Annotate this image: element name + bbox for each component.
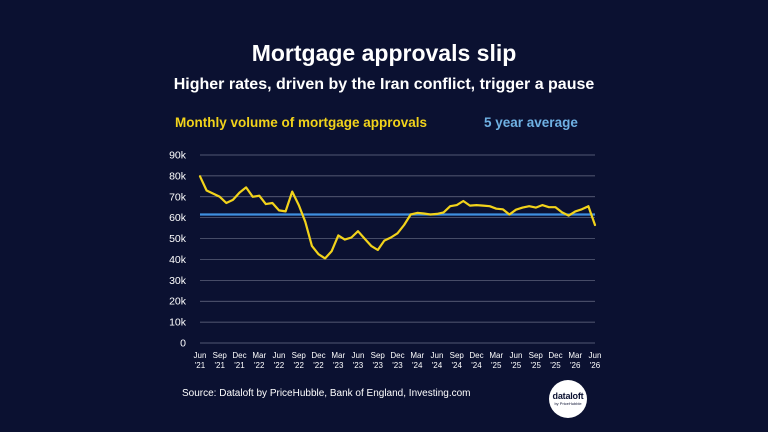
legend-five-year-average: 5 year average [484, 115, 578, 130]
x-tick-month: Dec [311, 351, 325, 360]
x-tick-month: Dec [390, 351, 404, 360]
x-tick-year: '21 [195, 361, 206, 370]
x-tick-year: '22 [254, 361, 265, 370]
x-tick-month: Sep [450, 351, 465, 360]
x-tick-month: Dec [548, 351, 562, 360]
x-tick-month: Jun [352, 351, 365, 360]
source-note: Source: Dataloft by PriceHubble, Bank of… [182, 388, 471, 399]
x-tick-month: Sep [529, 351, 544, 360]
y-axis-labels: 0 10k 20k 30k 40k 50k 60k 70k 80k 90k [169, 150, 187, 350]
y-tick-label: 10k [169, 317, 187, 329]
y-tick-label: 20k [169, 296, 187, 308]
chart-title: Mortgage approvals slip [251, 40, 517, 66]
chart-subtitle: Higher rates, driven by the Iran conflic… [173, 76, 595, 93]
x-tick-year: '22 [313, 361, 324, 370]
y-tick-label: 80k [169, 170, 187, 182]
x-tick-year: '25 [531, 361, 542, 370]
x-tick-year: '23 [392, 361, 403, 370]
y-tick-label: 70k [169, 191, 187, 203]
x-tick-year: '24 [471, 361, 482, 370]
x-tick-month: Mar [489, 351, 503, 360]
x-tick-month: Jun [510, 351, 523, 360]
x-tick-year: '21 [215, 361, 226, 370]
x-tick-month: Jun [589, 351, 602, 360]
dataloft-logo: dataloft by PriceHubble [549, 380, 587, 418]
x-tick-month: Sep [213, 351, 228, 360]
x-tick-year: '26 [570, 361, 581, 370]
x-tick-year: '22 [294, 361, 305, 370]
y-tick-label: 40k [169, 254, 187, 266]
x-tick-month: Sep [292, 351, 307, 360]
x-tick-year: '22 [274, 361, 285, 370]
x-tick-month: Sep [371, 351, 386, 360]
x-tick-month: Jun [194, 351, 207, 360]
x-tick-year: '25 [511, 361, 522, 370]
x-tick-year: '24 [412, 361, 423, 370]
y-tick-label: 30k [169, 275, 187, 287]
y-tick-label: 60k [169, 212, 187, 224]
x-tick-month: Mar [410, 351, 424, 360]
x-tick-year: '21 [234, 361, 245, 370]
x-tick-year: '24 [432, 361, 443, 370]
x-tick-month: Mar [331, 351, 345, 360]
x-tick-month: Jun [273, 351, 286, 360]
y-tick-label: 0 [180, 338, 186, 350]
x-tick-year: '24 [452, 361, 463, 370]
y-tick-label: 50k [169, 233, 187, 245]
x-tick-year: '25 [550, 361, 561, 370]
legend-monthly-approvals: Monthly volume of mortgage approvals [175, 115, 428, 130]
x-tick-year: '23 [333, 361, 344, 370]
x-tick-month: Mar [252, 351, 266, 360]
series-monthly-approvals [198, 175, 597, 260]
x-tick-month: Mar [568, 351, 582, 360]
x-axis-labels: Jun'21Sep'21Dec'21Mar'22Jun'22Sep'22Dec'… [194, 351, 602, 370]
x-tick-month: Dec [469, 351, 483, 360]
grid-lines [200, 154, 595, 344]
series-lines [198, 175, 597, 260]
x-tick-year: '26 [590, 361, 601, 370]
x-tick-year: '23 [353, 361, 364, 370]
x-tick-month: Jun [431, 351, 444, 360]
logo-subtext: by PriceHubble [554, 401, 582, 406]
y-tick-label: 90k [169, 150, 187, 162]
logo-text: dataloft [552, 391, 584, 401]
x-tick-year: '25 [491, 361, 502, 370]
x-tick-year: '23 [373, 361, 384, 370]
x-tick-month: Dec [232, 351, 246, 360]
